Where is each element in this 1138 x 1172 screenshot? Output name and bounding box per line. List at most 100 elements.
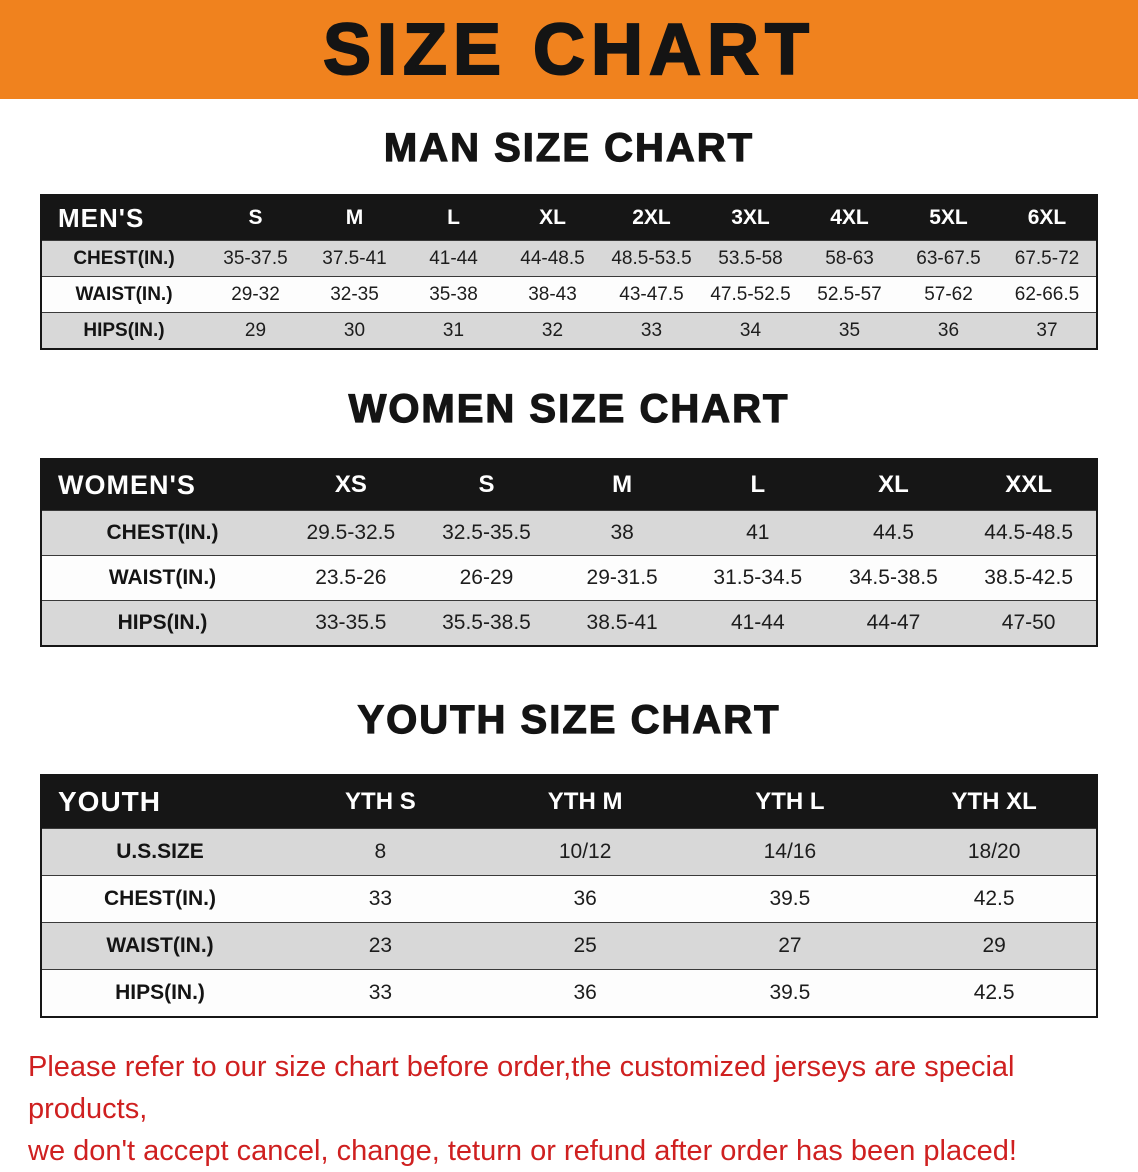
row-label: CHEST(IN.): [73, 247, 175, 269]
value-cell: 37.5-41: [322, 247, 387, 269]
size-header-cell: XXL: [961, 459, 1097, 511]
banner: SIZE CHART: [0, 0, 1138, 99]
value-cell: 44-47: [866, 611, 921, 634]
row-label: HIPS(IN.): [83, 319, 165, 341]
value-cell: 30: [343, 319, 366, 341]
header-row: YOUTH YTH S YTH M YTH L YTH XL: [41, 775, 1097, 829]
size-header-cell: XS: [283, 459, 419, 511]
value-cell: 38-43: [528, 283, 577, 305]
value-cell: 44-48.5: [520, 247, 585, 269]
size-header-cell: 6XL: [998, 195, 1097, 241]
size-header-cell: 4XL: [800, 195, 899, 241]
value-cell: 48.5-53.5: [611, 247, 692, 269]
value-cell: 25: [573, 934, 597, 957]
table-row: HIPS(IN.) 29 30 31 32 33 34 35 36 37: [41, 312, 1097, 349]
row-label: WAIST(IN.): [106, 934, 214, 957]
value-cell: 32-35: [330, 283, 379, 305]
value-cell: 33: [640, 319, 663, 341]
disclaimer: Please refer to our size chart before or…: [28, 1046, 1110, 1172]
value-cell: 33-35.5: [315, 611, 387, 634]
value-cell: 35-37.5: [223, 247, 288, 269]
value-cell: 42.5: [973, 887, 1015, 910]
value-cell: 31: [442, 319, 465, 341]
header-row: WOMEN'S XS S M L XL XXL: [41, 459, 1097, 511]
youth-size-table: YOUTH YTH S YTH M YTH L YTH XL U.S.SIZE 8 10/12…: [40, 774, 1098, 1018]
value-cell: 35-38: [429, 283, 478, 305]
value-cell: 29: [244, 319, 267, 341]
value-cell: 32.5-35.5: [442, 521, 531, 544]
value-cell: 23.5-26: [315, 566, 387, 589]
value-cell: 36: [937, 319, 960, 341]
value-cell: 33: [368, 981, 393, 1004]
men-section-heading: MAN SIZE CHART: [383, 125, 755, 170]
table-row: CHEST(IN.) 33 36 39.5 42.5: [41, 875, 1097, 923]
row-label: HIPS(IN.): [117, 611, 208, 634]
value-cell: 44.5-48.5: [984, 521, 1074, 544]
value-cell: 35.5-38.5: [442, 611, 531, 634]
value-cell: 34.5-38.5: [849, 566, 938, 589]
table-row: CHEST(IN.) 35-37.5 37.5-41 41-44 44-48.5 48.5…: [41, 240, 1097, 277]
value-cell: 44.5: [873, 521, 914, 544]
size-header-cell: M: [554, 459, 690, 511]
value-cell: 23: [368, 934, 393, 957]
size-header-cell: 5XL: [899, 195, 998, 241]
table-row: U.S.SIZE 8 10/12 14/16 18/20: [41, 828, 1097, 876]
size-header-cell: S: [206, 195, 305, 241]
value-cell: 38.5-41: [586, 611, 658, 634]
size-header-cell: YTH S: [278, 775, 483, 829]
value-cell: 34: [739, 319, 762, 341]
row-label: HIPS(IN.): [115, 981, 205, 1004]
size-header-cell: L: [689, 459, 826, 511]
table-row: WAIST(IN.) 23 25 27 29: [41, 922, 1097, 970]
value-cell: 26-29: [459, 566, 514, 589]
value-cell: 52.5-57: [817, 283, 882, 305]
disclaimer-line-1: Please refer to our size chart before or…: [28, 1051, 1015, 1126]
value-cell: 57-62: [924, 283, 973, 305]
value-cell: 32: [541, 319, 564, 341]
value-cell: 41-44: [429, 247, 478, 269]
table-corner-label: WOMEN'S: [41, 459, 283, 511]
page-title: SIZE CHART: [322, 9, 815, 90]
header-row: MEN'S S M L XL 2XL 3XL 4XL 5XL 6XL: [41, 195, 1097, 241]
youth-section-heading: YOUTH SIZE CHART: [357, 697, 781, 742]
value-cell: 62-66.5: [1014, 283, 1080, 305]
table-row: HIPS(IN.) 33-35.5 35.5-38.5 38.5-41 41-44 44-…: [41, 600, 1097, 646]
size-header-cell: 2XL: [602, 195, 701, 241]
value-cell: 29: [982, 934, 1006, 957]
value-cell: 43-47.5: [619, 283, 684, 305]
value-cell: 47-50: [1001, 611, 1056, 634]
men-size-table: MEN'S S M L XL 2XL 3XL 4XL 5XL 6XL CHEST(IN.) 35-37…: [40, 194, 1098, 350]
size-header-cell: 3XL: [701, 195, 800, 241]
value-cell: 67.5-72: [1014, 247, 1080, 269]
size-header-cell: XL: [503, 195, 602, 241]
value-cell: 42.5: [973, 981, 1015, 1004]
value-cell: 29-31.5: [586, 566, 658, 589]
value-cell: 36: [573, 981, 597, 1004]
row-label: CHEST(IN.): [106, 521, 219, 544]
size-tables-container: MAN SIZE CHART MEN'S S M L XL 2XL 3XL 4XL 5XL 6XL C…: [0, 125, 1138, 1018]
table-row: WAIST(IN.) 29-32 32-35 35-38 38-43 43-47.5 47.…: [41, 276, 1097, 313]
women-section-heading: WOMEN SIZE CHART: [348, 386, 790, 431]
size-header-cell: YTH XL: [892, 775, 1097, 829]
size-header-cell: L: [404, 195, 503, 241]
value-cell: 47.5-52.5: [710, 283, 791, 305]
value-cell: 63-67.5: [916, 247, 981, 269]
value-cell: 39.5: [769, 981, 811, 1004]
value-cell: 39.5: [769, 887, 811, 910]
row-label: U.S.SIZE: [116, 840, 204, 863]
value-cell: 38: [610, 521, 634, 544]
size-header-cell: S: [418, 459, 555, 511]
women-size-table: WOMEN'S XS S M L XL XXL CHEST(IN.) 29.5-32.5 32.5…: [40, 458, 1098, 647]
disclaimer-line-2: we don't accept cancel, change, teturn o…: [28, 1135, 1017, 1168]
value-cell: 33: [368, 887, 393, 910]
value-cell: 27: [778, 934, 802, 957]
table-row: HIPS(IN.) 33 36 39.5 42.5: [41, 969, 1097, 1017]
size-header-cell: YTH L: [687, 775, 893, 829]
value-cell: 29-32: [231, 283, 280, 305]
value-cell: 58-63: [825, 247, 874, 269]
value-cell: 18/20: [967, 840, 1021, 863]
row-label: CHEST(IN.): [104, 887, 216, 910]
value-cell: 35: [838, 319, 861, 341]
size-header-cell: YTH M: [482, 775, 688, 829]
